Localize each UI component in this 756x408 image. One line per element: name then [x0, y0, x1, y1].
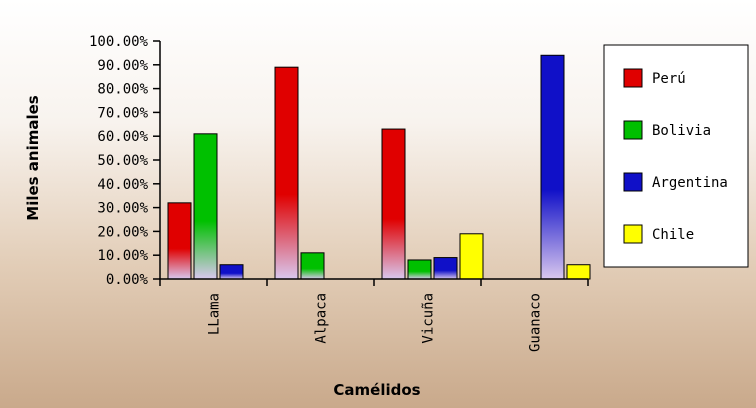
bar-bolivia-vicuña — [407, 259, 432, 280]
y-tick-label: 100.00% — [89, 34, 149, 50]
legend-swatch — [623, 68, 643, 88]
bar-argentina-vicuña — [433, 257, 458, 280]
legend: Perú Bolivia Argentina Chile — [603, 44, 749, 268]
y-tick-label: 90.00% — [97, 58, 148, 74]
x-categories-group: LLama Alpaca Vicuña Guanaco — [207, 293, 544, 352]
y-tick-label: 20.00% — [97, 224, 148, 240]
legend-label: Chile — [652, 227, 694, 243]
legend-label: Argentina — [652, 175, 728, 191]
x-category-label: Alpaca — [314, 293, 330, 344]
x-category-label: LLama — [207, 293, 223, 335]
bar-argentina-guanaco — [540, 54, 565, 280]
legend-swatch — [623, 172, 643, 192]
bar-perú-llama — [167, 202, 192, 280]
legend-label: Perú — [652, 71, 686, 87]
bars-group — [167, 54, 591, 280]
bar-bolivia-llama — [193, 133, 218, 280]
bar-chile-guanaco — [566, 264, 591, 280]
bar-perú-vicuña — [381, 128, 406, 280]
y-tick-label: 0.00% — [106, 272, 149, 288]
y-tick-label: 60.00% — [97, 129, 148, 145]
y-tick-label: 50.00% — [97, 153, 148, 169]
legend-label: Bolivia — [652, 123, 711, 139]
y-tick-label: 30.00% — [97, 201, 148, 217]
legend-swatch — [623, 120, 643, 140]
y-axis-title: Miles animales — [24, 95, 42, 221]
bar-bolivia-alpaca — [300, 252, 325, 280]
bar-perú-alpaca — [274, 66, 299, 280]
y-ticks-group: 0.00% 10.00% 20.00% 30.00% 40.00% 50.00% 60.00… — [89, 34, 160, 288]
x-category-label: Guanaco — [528, 293, 544, 352]
y-tick-label: 80.00% — [97, 82, 148, 98]
y-tick-label: 10.00% — [97, 248, 148, 264]
axes-group — [159, 41, 589, 286]
y-tick-label: 70.00% — [97, 105, 148, 121]
y-tick-label: 40.00% — [97, 177, 148, 193]
bar-argentina-llama — [219, 264, 244, 280]
x-axis-title: Camélidos — [333, 381, 420, 399]
x-category-label: Vicuña — [421, 293, 437, 344]
bar-chile-vicuña — [459, 233, 484, 280]
legend-swatch — [623, 224, 643, 244]
